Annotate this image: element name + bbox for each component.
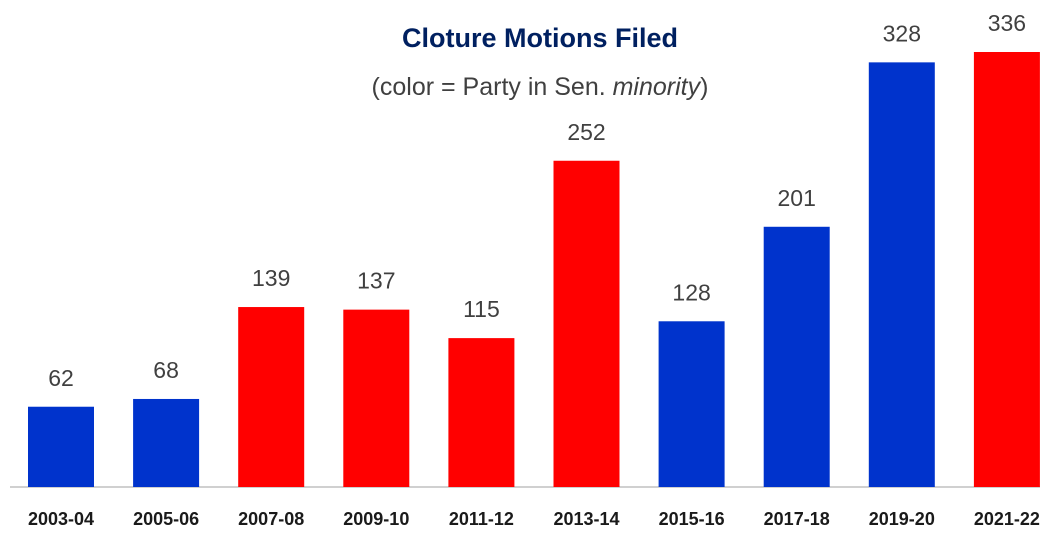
bar <box>343 309 410 487</box>
x-tick-label: 2003-04 <box>28 509 94 529</box>
bar <box>238 307 305 487</box>
bar <box>448 338 515 487</box>
bar <box>658 321 725 487</box>
value-label: 328 <box>883 20 921 46</box>
x-tick-label: 2019-20 <box>869 509 935 529</box>
value-label: 252 <box>567 119 605 145</box>
chart-title: Cloture Motions Filed <box>402 23 678 53</box>
x-tick-label: 2021-22 <box>974 509 1040 529</box>
value-label: 336 <box>988 10 1026 36</box>
value-label: 62 <box>48 365 74 391</box>
x-tick-label: 2015-16 <box>659 509 725 529</box>
value-label: 128 <box>672 279 710 305</box>
bar <box>553 160 620 487</box>
x-tick-label: 2011-12 <box>449 509 514 529</box>
subtitle-part: minority <box>613 73 702 101</box>
bar <box>133 398 200 487</box>
value-label: 115 <box>463 296 500 322</box>
value-label: 201 <box>778 185 816 211</box>
x-tick-label: 2007-08 <box>238 509 304 529</box>
value-label: 68 <box>153 357 179 383</box>
bar <box>28 406 94 487</box>
subtitle-part: (color = Party in Sen. <box>372 73 613 101</box>
bar <box>763 226 830 487</box>
x-tick-label: 2009-10 <box>343 509 409 529</box>
chart-subtitle: (color = Party in Sen. minority) <box>372 73 709 101</box>
bar <box>973 52 1040 487</box>
x-tick-label: 2005-06 <box>133 509 199 529</box>
value-label: 137 <box>357 268 395 294</box>
subtitle-part: ) <box>700 73 708 101</box>
x-tick-label: 2017-18 <box>764 509 830 529</box>
bar <box>868 62 935 487</box>
value-label: 139 <box>252 265 290 291</box>
x-tick-label: 2013-14 <box>553 509 619 529</box>
